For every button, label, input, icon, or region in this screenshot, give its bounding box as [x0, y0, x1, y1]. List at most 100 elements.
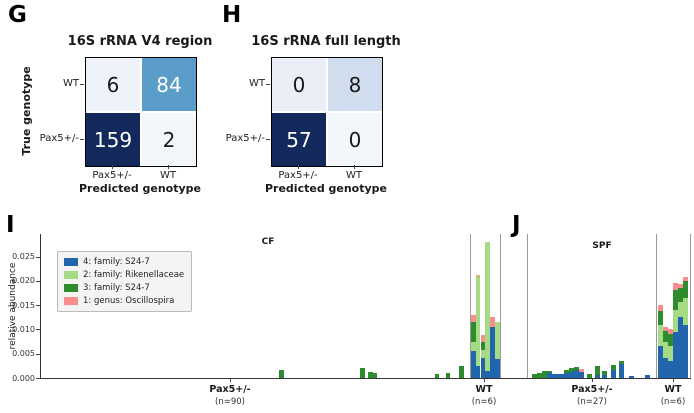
- bar-segment-b: [619, 364, 624, 378]
- bar-segment-b: [560, 373, 565, 378]
- bar-segment-dg: [574, 367, 579, 370]
- facet-separator-line: [527, 234, 528, 378]
- bar-segment-dg: [373, 372, 377, 378]
- bar-segment-b: [475, 365, 481, 378]
- bar-segment-dg: [435, 374, 439, 378]
- matrix-h-xlabel: Predicted genotype: [264, 182, 388, 195]
- bar-segment-b: [678, 317, 683, 378]
- abundance-bar: [673, 283, 678, 378]
- bar-segment-b: [611, 369, 616, 378]
- matrix-row-label: WT: [249, 77, 265, 89]
- bar-segment-b: [471, 351, 476, 378]
- abundance-bar: [595, 365, 600, 378]
- matrix-row-label: WT: [63, 77, 79, 89]
- bar-segment-p: [673, 283, 678, 290]
- facet-plot-j: [527, 234, 691, 378]
- y-axis-tick: [36, 256, 40, 258]
- bar-segment-b: [645, 375, 650, 378]
- bar-segment-b: [673, 331, 678, 378]
- abundance-bar: [495, 322, 500, 378]
- bar-segment-p: [678, 284, 683, 289]
- matrix-row-tick: [266, 83, 270, 85]
- bar-segment-lg: [475, 278, 481, 366]
- bar-segment-b: [485, 370, 490, 378]
- bar-segment-dg: [279, 369, 284, 378]
- group-label: Pax5+/-: [209, 384, 251, 395]
- abundance-bar: [683, 276, 688, 378]
- bar-segment-b: [602, 374, 607, 378]
- bar-segment-dg: [619, 360, 624, 365]
- y-axis-spine: [40, 234, 41, 378]
- bar-segment-b: [658, 346, 663, 378]
- bar-segment-lg: [673, 309, 678, 332]
- abundance-bar: [579, 369, 584, 378]
- facet-label-cf: CF: [261, 237, 275, 247]
- y-axis-tick: [36, 280, 40, 282]
- legend-item-0: 4: family: S24-7: [64, 257, 184, 267]
- group-n-label: (n=6): [660, 397, 686, 407]
- abundance-bar: [658, 305, 663, 378]
- abundance-bar: [556, 374, 561, 378]
- abundance-bar: [663, 327, 668, 378]
- legend-swatch-icon: [64, 297, 78, 305]
- abundance-bar: [611, 365, 616, 378]
- matrix-col-label: WT: [346, 170, 362, 181]
- bar-segment-dg: [564, 370, 569, 373]
- facet-label-spf: SPF: [592, 241, 612, 251]
- bar-segment-p: [683, 276, 688, 281]
- bar-segment-lg: [663, 342, 668, 358]
- abundance-bar: [645, 375, 650, 378]
- bar-segment-lg: [485, 241, 490, 371]
- bar-segment-b: [490, 326, 495, 378]
- bar-segment-p: [658, 305, 663, 311]
- panel-letter-j: J: [512, 212, 521, 238]
- bar-segment-dg: [480, 341, 486, 351]
- y-axis-tick-label: 0.015: [12, 300, 35, 310]
- abundance-bar: [435, 374, 439, 378]
- bar-segment-b: [668, 361, 673, 378]
- bar-segment-lg: [495, 322, 500, 359]
- matrix-cell-h-00: 0: [272, 58, 326, 111]
- matrix-cell-h-11: 0: [328, 113, 382, 166]
- matrix-cell-g-11: 2: [142, 113, 196, 166]
- y-axis-tick-label: 0.010: [12, 324, 35, 334]
- bar-segment-lg: [471, 341, 476, 352]
- legend-item-label: 2: family: Rikenellaceae: [83, 270, 185, 280]
- bar-segment-lg: [678, 301, 683, 318]
- abundance-bar: [574, 367, 579, 378]
- bar-segment-lg: [668, 346, 673, 361]
- bar-segment-p: [579, 369, 584, 372]
- bar-segment-b: [569, 372, 574, 378]
- matrix-h-title: 16S rRNA full length: [251, 34, 401, 49]
- bar-segment-lg: [480, 350, 486, 358]
- bar-segment-b: [574, 369, 579, 378]
- abundance-bar: [446, 373, 450, 378]
- legend-item-label: 4: family: S24-7: [83, 257, 150, 267]
- abundance-bar: [668, 329, 673, 378]
- bar-segment-b: [547, 373, 552, 378]
- bar-segment-dg: [542, 371, 547, 378]
- bar-segment-dg: [459, 366, 464, 378]
- matrix-row-tick: [80, 139, 84, 140]
- bar-segment-b: [480, 357, 486, 378]
- bar-segment-p: [490, 317, 495, 327]
- confusion-matrix-g: 6 84 159 2: [85, 57, 197, 167]
- bar-segment-p: [663, 327, 668, 332]
- bar-segment-dg: [673, 289, 678, 310]
- bar-segment-dg: [532, 374, 537, 378]
- legend-item-label: 1: genus: Oscillospira: [83, 296, 175, 306]
- bar-segment-dg: [569, 368, 574, 373]
- abundance-bar: [537, 372, 542, 378]
- facet-separator-line: [500, 234, 501, 378]
- matrix-cell-g-10: 159: [86, 113, 140, 166]
- group-n-label: (n=90): [215, 397, 245, 407]
- bar-segment-p: [668, 329, 673, 335]
- group-label: WT: [475, 384, 493, 395]
- legend-item-3: 1: genus: Oscillospira: [64, 296, 184, 306]
- bar-segment-b: [595, 374, 600, 378]
- bar-segment-b: [556, 374, 561, 378]
- abundance-bar: [459, 366, 464, 378]
- bar-segment-lg: [658, 324, 663, 347]
